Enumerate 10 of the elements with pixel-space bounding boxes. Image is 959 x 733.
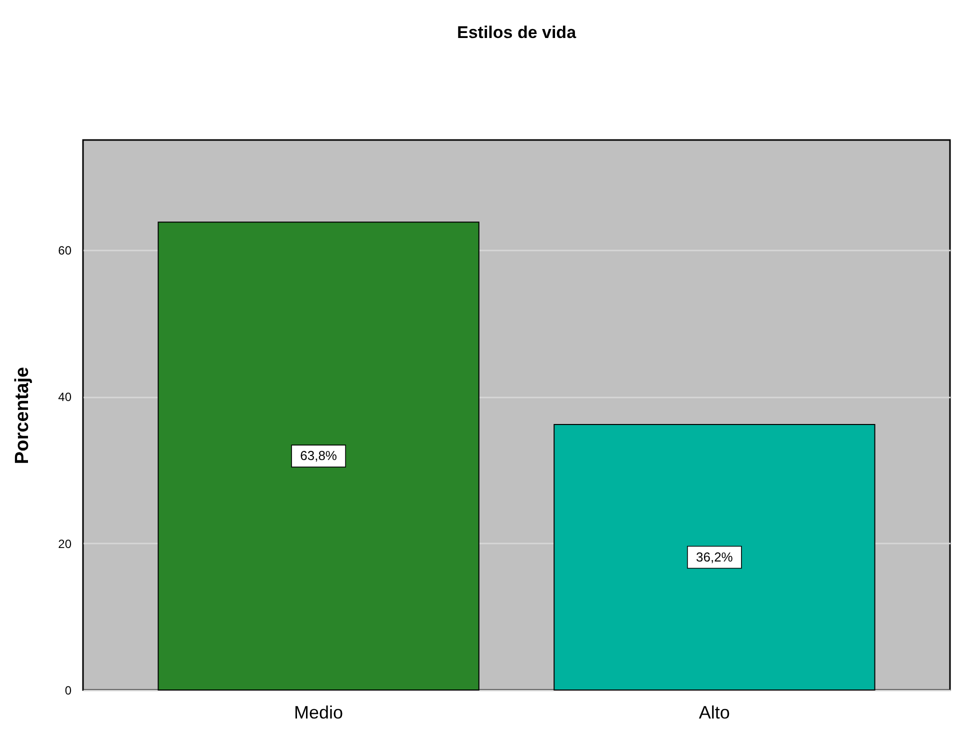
y-tick-label: 40 <box>58 390 72 404</box>
y-axis-title: Porcentaje <box>12 366 34 464</box>
chart-title: Estilos de vida <box>456 23 577 42</box>
y-tick-label: 0 <box>64 684 72 698</box>
data-label: 63,8% <box>300 448 338 464</box>
y-tick-label: 20 <box>58 536 72 551</box>
y-tick-label: 60 <box>58 244 72 258</box>
x-tick-label: Medio <box>294 702 344 722</box>
x-tick-label: Alto <box>698 702 730 722</box>
data-label: 36,2% <box>696 549 734 564</box>
